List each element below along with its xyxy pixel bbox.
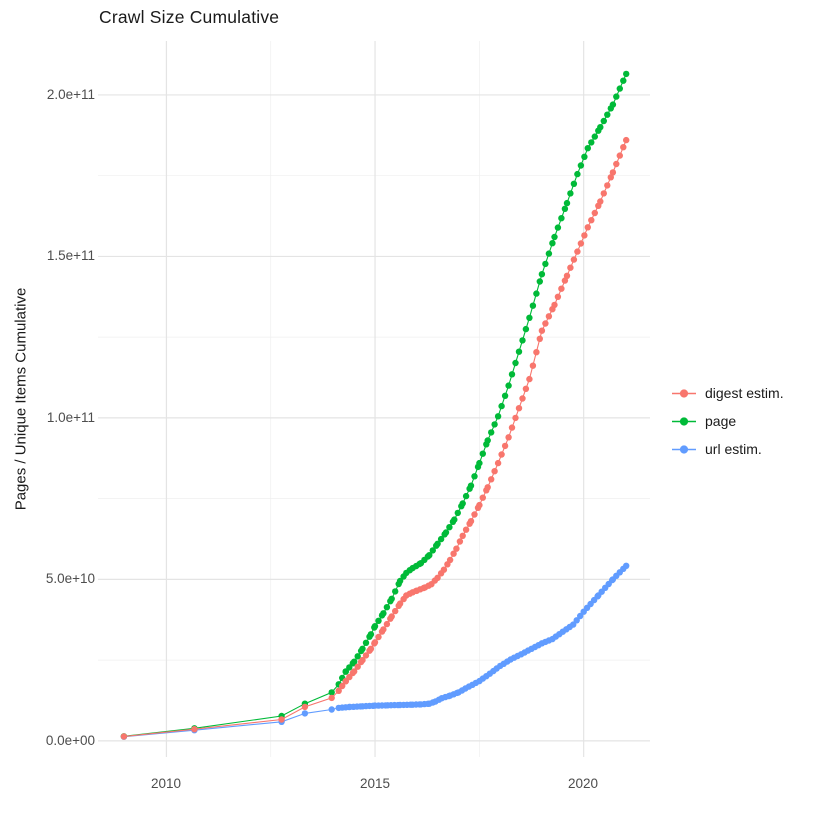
legend-label-url-estim: url estim. [705, 441, 762, 457]
legend-key-digest-icon [672, 388, 696, 398]
series-digest-estim [120, 136, 630, 740]
legend-key-page-icon [672, 416, 696, 426]
series-url-estim [120, 562, 630, 740]
y-tick-label-3: 1.5e+11 [46, 248, 95, 263]
legend-item-digest-estim: digest estim. [672, 379, 784, 407]
legend-label-page: page [705, 413, 737, 429]
legend-item-page: page [672, 407, 784, 435]
gridlines [98, 41, 650, 757]
series-points [120, 562, 630, 740]
chart-title: Crawl Size Cumulative [99, 7, 280, 27]
y-tick-label-0: 0.0e+00 [45, 733, 95, 748]
x-tick-label-2020: 2020 [567, 776, 599, 791]
legend: digest estim. page url estim. [672, 379, 784, 463]
series-points [120, 136, 630, 740]
legend-key-url-icon [672, 444, 696, 454]
legend-item-url-estim: url estim. [672, 435, 784, 463]
legend-label-digest-estim: digest estim. [705, 385, 784, 401]
x-tick-label-2010: 2010 [150, 776, 182, 791]
y-tick-label-2: 1.0e+11 [46, 410, 95, 425]
y-tick-label-4: 2.0e+11 [46, 87, 95, 102]
y-tick-label-1: 5.0e+10 [45, 571, 95, 586]
x-tick-label-2015: 2015 [359, 776, 391, 791]
